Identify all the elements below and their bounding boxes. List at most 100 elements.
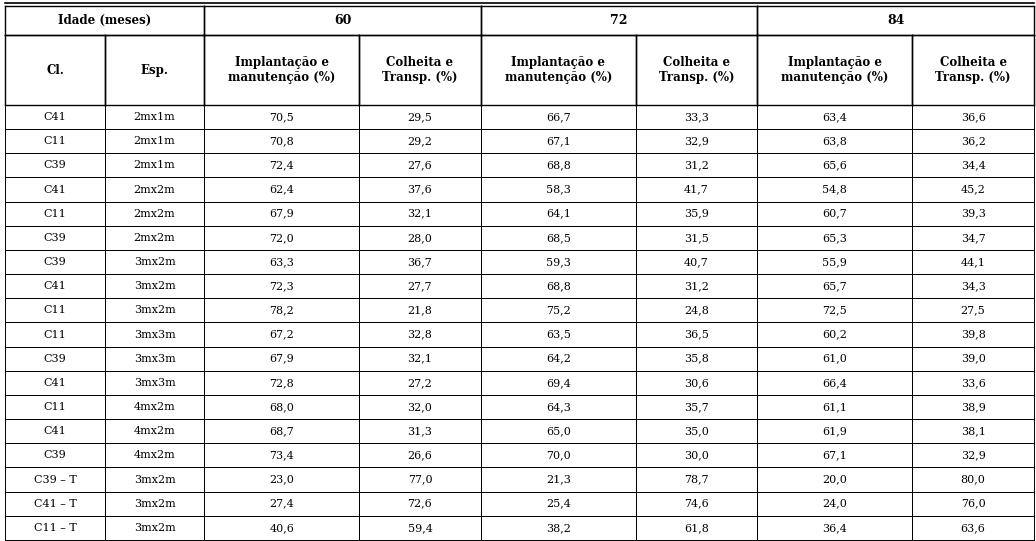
Bar — [636, 36, 757, 105]
Bar — [359, 274, 481, 298]
Text: 3mx2m: 3mx2m — [134, 257, 175, 267]
Text: 31,2: 31,2 — [684, 281, 709, 291]
Bar — [204, 153, 359, 177]
Text: C41: C41 — [44, 281, 66, 291]
Bar — [481, 467, 636, 492]
Bar — [204, 105, 359, 129]
Text: 63,3: 63,3 — [269, 257, 294, 267]
Bar — [636, 347, 757, 371]
Text: 35,7: 35,7 — [684, 402, 709, 412]
Text: 67,1: 67,1 — [823, 450, 847, 460]
Bar — [359, 202, 481, 226]
Text: 24,0: 24,0 — [823, 499, 847, 509]
Bar — [636, 322, 757, 347]
Text: 27,6: 27,6 — [407, 160, 432, 170]
Text: 27,5: 27,5 — [960, 305, 985, 315]
Bar — [913, 467, 1034, 492]
Bar — [359, 443, 481, 467]
Text: 36,5: 36,5 — [684, 329, 709, 340]
Bar — [636, 492, 757, 516]
Text: 72,4: 72,4 — [269, 160, 294, 170]
Bar — [359, 129, 481, 153]
Text: 25,4: 25,4 — [546, 499, 571, 509]
Text: 68,5: 68,5 — [546, 233, 571, 243]
Text: 4mx2m: 4mx2m — [134, 426, 175, 436]
Text: 39,3: 39,3 — [960, 209, 985, 219]
Bar — [5, 443, 105, 467]
Bar — [636, 129, 757, 153]
Bar — [105, 322, 204, 347]
Text: Implantação e
manutenção (%): Implantação e manutenção (%) — [228, 56, 336, 84]
Text: 3mx2m: 3mx2m — [134, 305, 175, 315]
Bar — [204, 202, 359, 226]
Text: 84: 84 — [887, 14, 904, 27]
Text: 65,3: 65,3 — [823, 233, 847, 243]
Bar — [636, 177, 757, 202]
Text: 61,8: 61,8 — [684, 523, 709, 533]
Text: C11: C11 — [44, 136, 66, 146]
Bar — [204, 492, 359, 516]
Text: 67,1: 67,1 — [546, 136, 571, 146]
Bar — [105, 395, 204, 419]
Bar — [757, 298, 913, 322]
Bar — [204, 467, 359, 492]
Bar — [757, 322, 913, 347]
Bar — [359, 347, 481, 371]
Text: 2mx2m: 2mx2m — [134, 184, 175, 195]
Text: 4mx2m: 4mx2m — [134, 402, 175, 412]
Text: 67,2: 67,2 — [269, 329, 294, 340]
Text: C11 – T: C11 – T — [33, 523, 77, 533]
Bar — [913, 516, 1034, 540]
Text: 44,1: 44,1 — [960, 257, 985, 267]
Bar — [757, 202, 913, 226]
Bar — [636, 298, 757, 322]
Text: 32,8: 32,8 — [407, 329, 432, 340]
Bar — [105, 250, 204, 274]
Text: 72,0: 72,0 — [269, 233, 294, 243]
Bar — [5, 226, 105, 250]
Text: 62,4: 62,4 — [269, 184, 294, 195]
Text: 63,8: 63,8 — [823, 136, 847, 146]
Bar — [913, 105, 1034, 129]
Bar — [757, 250, 913, 274]
Bar — [481, 371, 636, 395]
Text: C11: C11 — [44, 402, 66, 412]
Bar — [359, 467, 481, 492]
Bar — [204, 177, 359, 202]
Bar — [757, 492, 913, 516]
Text: 32,9: 32,9 — [960, 450, 985, 460]
Bar — [105, 226, 204, 250]
Text: 2mx2m: 2mx2m — [134, 209, 175, 219]
Text: 24,8: 24,8 — [684, 305, 709, 315]
Text: 38,1: 38,1 — [960, 426, 985, 436]
Text: 3mx3m: 3mx3m — [134, 378, 175, 388]
Bar — [204, 322, 359, 347]
Bar — [636, 105, 757, 129]
Text: 2mx1m: 2mx1m — [134, 136, 175, 146]
Bar — [913, 202, 1034, 226]
Text: 38,2: 38,2 — [546, 523, 571, 533]
Text: C39: C39 — [44, 354, 66, 364]
Bar — [481, 443, 636, 467]
Text: C39: C39 — [44, 257, 66, 267]
Bar — [636, 516, 757, 540]
Bar — [481, 105, 636, 129]
Bar — [5, 105, 105, 129]
Text: 30,0: 30,0 — [684, 450, 709, 460]
Bar — [5, 177, 105, 202]
Text: 58,3: 58,3 — [546, 184, 571, 195]
Text: Colheita e
Transp. (%): Colheita e Transp. (%) — [936, 56, 1011, 84]
Bar — [359, 322, 481, 347]
Bar — [105, 105, 204, 129]
Text: 78,2: 78,2 — [269, 305, 294, 315]
Text: 27,4: 27,4 — [269, 499, 294, 509]
Bar — [636, 443, 757, 467]
Text: 67,9: 67,9 — [269, 209, 294, 219]
Text: 60,7: 60,7 — [823, 209, 847, 219]
Bar — [5, 371, 105, 395]
Text: C39: C39 — [44, 233, 66, 243]
Bar — [913, 36, 1034, 105]
Bar — [757, 467, 913, 492]
Text: 29,5: 29,5 — [407, 112, 432, 122]
Text: 60,2: 60,2 — [823, 329, 847, 340]
